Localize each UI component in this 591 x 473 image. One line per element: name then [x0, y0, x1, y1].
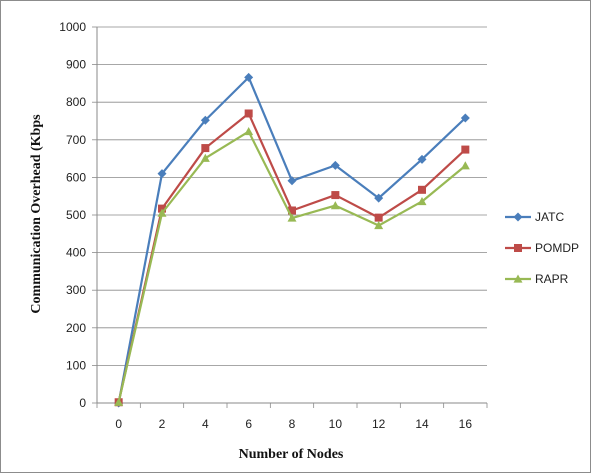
data-point [330, 201, 340, 210]
x-tick-label: 8 [289, 417, 296, 431]
x-tick-label: 10 [329, 417, 343, 431]
x-tick-label: 12 [372, 417, 386, 431]
x-tick-label: 14 [415, 417, 429, 431]
series-jatc [114, 72, 470, 408]
x-tick-label: 4 [202, 417, 209, 431]
data-point [418, 185, 426, 194]
data-point [287, 176, 297, 186]
x-tick-labels: 0 2 4 6 8 10 12 14 16 [115, 417, 472, 431]
data-point [288, 206, 296, 215]
y-tick-label: 800 [66, 95, 86, 109]
data-point [460, 113, 470, 123]
y-tick-label: 500 [66, 208, 86, 222]
y-tick-label: 900 [66, 58, 86, 72]
data-point [157, 169, 167, 179]
data-point [513, 212, 523, 222]
data-point [514, 244, 522, 252]
x-tick-label: 2 [159, 417, 166, 431]
data-point [417, 154, 427, 164]
data-point [244, 127, 254, 136]
data-point [374, 213, 383, 222]
y-axis-title: Communication Overhead (Kbps [29, 114, 44, 314]
data-point [157, 208, 167, 217]
y-tick-label: 0 [79, 396, 86, 410]
legend-item-rapr: RAPR [505, 272, 569, 286]
data-point [201, 144, 210, 153]
data-point [200, 153, 210, 162]
series-lines [114, 72, 470, 408]
legend-item-jatc: JATC [505, 210, 564, 224]
data-point [374, 221, 384, 230]
data-point [114, 397, 124, 406]
data-point [374, 193, 384, 203]
y-tick-label: 200 [66, 321, 86, 335]
data-point [287, 213, 297, 222]
series-line [117, 112, 467, 403]
x-tick-label: 6 [245, 417, 252, 431]
data-point [158, 204, 166, 213]
y-tick-labels: 0 100 200 300 400 500 600 700 800 900 1000 [59, 20, 86, 410]
data-point [461, 145, 470, 154]
legend-label: JATC [535, 210, 564, 224]
data-point [331, 191, 340, 200]
data-point [330, 160, 340, 170]
gridlines [97, 26, 487, 366]
legend: JATC POMDP RAPR [505, 210, 579, 286]
axes [92, 26, 488, 408]
y-tick-label: 600 [66, 170, 86, 184]
x-axis-title: Number of Nodes [239, 447, 344, 462]
legend-item-pomdp: POMDP [505, 241, 579, 255]
legend-label: POMDP [535, 241, 579, 255]
data-point [200, 115, 210, 125]
series-rapr [114, 127, 470, 406]
x-tick-label: 0 [115, 417, 122, 431]
legend-label: RAPR [535, 272, 569, 286]
series-line [117, 76, 467, 404]
x-tick-label: 16 [459, 417, 473, 431]
y-tick-label: 100 [66, 358, 86, 372]
data-point [244, 72, 254, 82]
data-point [460, 161, 470, 170]
y-tick-label: 300 [66, 283, 86, 297]
series-line [117, 130, 467, 403]
y-tick-label: 400 [66, 246, 86, 260]
series-pomdp [114, 109, 470, 407]
data-point [513, 274, 523, 283]
y-tick-label: 700 [66, 133, 86, 147]
data-point [417, 196, 427, 206]
y-tick-label: 1000 [59, 20, 86, 34]
data-point [244, 109, 253, 118]
